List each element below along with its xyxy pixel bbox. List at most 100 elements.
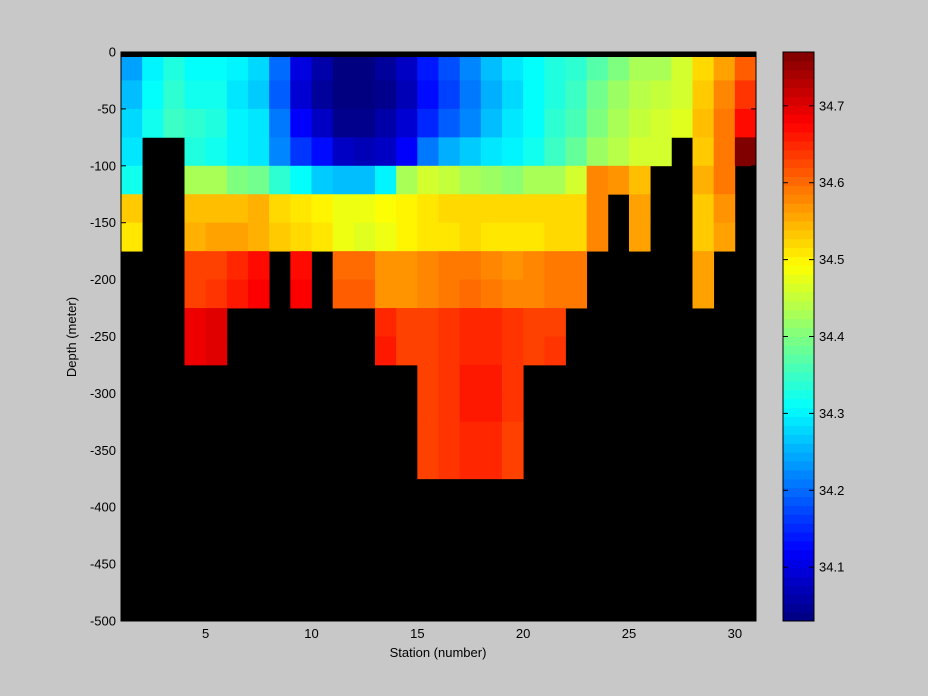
heatmap-cell — [248, 137, 270, 167]
heatmap-cell — [586, 194, 609, 224]
heatmap-cell — [417, 279, 439, 309]
heatmap-cell — [438, 194, 461, 224]
heatmap-cell — [163, 108, 185, 138]
heatmap-cell — [544, 80, 566, 110]
colorbar-step — [783, 496, 814, 506]
heatmap-cell — [671, 57, 693, 81]
colorbar-tick-label: 34.7 — [819, 98, 844, 113]
colorbar-step — [783, 523, 814, 533]
heatmap-cell — [459, 194, 482, 224]
heatmap-cell — [713, 80, 736, 110]
colorbar-step — [783, 149, 814, 160]
colorbar-step — [783, 612, 814, 622]
colorbar-step — [783, 416, 814, 426]
colorbar-step — [783, 194, 814, 204]
heatmap-cell — [565, 57, 588, 81]
heatmap-cell — [248, 222, 270, 252]
heatmap-cell — [629, 222, 651, 252]
colorbar-step — [783, 185, 814, 195]
colorbar-step — [783, 540, 814, 551]
x-tick-label: 25 — [622, 626, 636, 641]
heatmap-cell — [565, 279, 588, 309]
heatmap-cell — [205, 194, 228, 224]
heatmap-cell — [480, 137, 503, 167]
colorbar-step — [783, 354, 814, 364]
colorbar-step — [783, 238, 814, 249]
heatmap-cell — [121, 57, 143, 81]
heatmap-cell — [586, 165, 609, 195]
colorbar-step — [783, 434, 814, 444]
heatmap-cell — [459, 393, 482, 423]
heatmap-cell — [205, 108, 228, 138]
heatmap-cell — [502, 165, 524, 195]
heatmap-cell — [311, 222, 334, 252]
heatmap-cell — [311, 194, 334, 224]
heatmap-cell — [565, 137, 588, 167]
colorbar-tick-label: 34.6 — [819, 175, 844, 190]
heatmap-cell — [269, 57, 291, 81]
colorbar-step — [783, 140, 814, 151]
heatmap-cell — [459, 421, 482, 451]
x-tick-label: 20 — [516, 626, 530, 641]
colorbar-step — [783, 380, 814, 391]
heatmap-cell — [523, 80, 545, 110]
heatmap-cell — [248, 251, 270, 280]
colorbar-step — [783, 256, 814, 266]
heatmap-cell — [375, 57, 397, 81]
heatmap-cell — [142, 80, 164, 110]
y-axis-label: Depth (meter) — [64, 297, 79, 377]
colorbar-step — [783, 372, 814, 382]
heatmap-cell — [459, 279, 482, 309]
x-axis-label: Station (number) — [390, 645, 487, 660]
heatmap-cell — [353, 57, 376, 81]
y-axis-ticks: 0 -50 -100 -150 -200 -250 -300 -350 -400 -450 -500 — [90, 45, 756, 629]
colorbar-step — [783, 274, 814, 284]
colorbar-step — [783, 389, 814, 400]
heatmap-cell — [502, 279, 524, 309]
heatmap-cell — [438, 450, 461, 480]
heatmap-cell — [417, 222, 439, 252]
heatmap-cell — [311, 108, 334, 138]
heatmap-cell — [692, 251, 715, 280]
heatmap-cell — [353, 165, 376, 195]
heatmap-cell — [734, 137, 757, 167]
heatmap-cell — [226, 165, 249, 195]
heatmap-cell — [269, 165, 291, 195]
heatmap-cell — [417, 421, 439, 451]
heatmap-cell — [459, 165, 482, 195]
heatmap-cell — [480, 336, 503, 366]
heatmap-cell — [184, 251, 207, 280]
heatmap-cell — [290, 137, 312, 167]
colorbar-tick-label: 34.4 — [819, 329, 844, 344]
heatmap-cell — [417, 336, 439, 366]
heatmap-cell — [332, 165, 355, 195]
heatmap-cell — [121, 222, 143, 252]
heatmap-cell — [480, 108, 503, 138]
heatmap-cell — [713, 165, 736, 195]
heatmap-cell — [480, 80, 503, 110]
heatmap-cell — [544, 194, 566, 224]
heatmap-cell — [184, 108, 207, 138]
heatmap-cell — [502, 108, 524, 138]
heatmap-cell — [459, 308, 482, 337]
heatmap-cell — [353, 108, 376, 138]
x-tick-label: 15 — [410, 626, 424, 641]
heatmap-cell — [502, 194, 524, 224]
heatmap-cell — [121, 194, 143, 224]
heatmap-cell — [311, 80, 334, 110]
heatmap-cell — [502, 137, 524, 167]
heatmap-cell — [375, 308, 397, 337]
heatmap-cell — [184, 57, 207, 81]
heatmap-cell — [396, 137, 418, 167]
heatmap-cell — [226, 251, 249, 280]
heatmap-cell — [438, 137, 461, 167]
heatmap-cell — [205, 80, 228, 110]
heatmap-cell — [248, 80, 270, 110]
colorbar-step — [783, 460, 814, 471]
heatmap-cell — [290, 165, 312, 195]
colorbar-step — [783, 220, 814, 231]
heatmap-cell — [629, 165, 651, 195]
heatmap-cell — [184, 222, 207, 252]
heatmap-cell — [438, 393, 461, 423]
heatmap-cell — [692, 222, 715, 252]
